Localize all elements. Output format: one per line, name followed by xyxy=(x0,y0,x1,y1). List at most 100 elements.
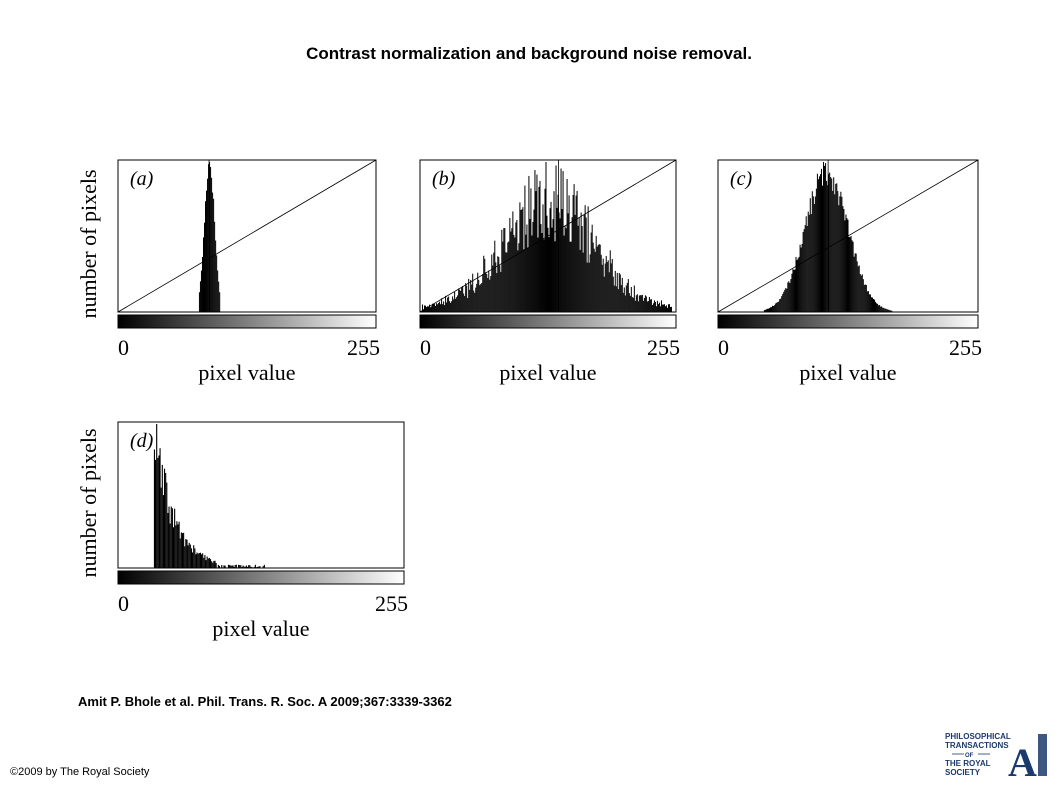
histogram-bar xyxy=(465,283,467,312)
histogram-bar xyxy=(891,310,893,312)
histogram-bar xyxy=(258,566,260,568)
histogram-bar xyxy=(499,265,501,312)
histogram-bar xyxy=(206,190,208,312)
histogram-bar xyxy=(531,235,533,312)
histogram-bar xyxy=(768,308,770,312)
histogram-bar xyxy=(559,218,561,312)
histogram-bar xyxy=(643,297,645,312)
histogram-bar xyxy=(637,301,639,312)
histogram-bar xyxy=(203,557,205,568)
histogram-bar xyxy=(244,566,246,568)
histogram-bar xyxy=(601,264,603,312)
histogram-bar xyxy=(459,289,461,312)
histogram-bar xyxy=(782,293,784,312)
histogram-bar xyxy=(231,565,233,568)
histogram-bar xyxy=(855,253,857,312)
histogram-bar xyxy=(533,209,535,312)
histogram-bar xyxy=(810,214,812,312)
histogram-bar xyxy=(561,209,563,312)
histogram-bar xyxy=(483,255,485,312)
histogram-bar xyxy=(591,224,593,312)
histogram-bar xyxy=(790,279,792,312)
histogram-bar xyxy=(229,565,231,568)
histogram-bar xyxy=(772,305,774,312)
histogram-bar xyxy=(513,234,515,312)
histogram-bar xyxy=(225,567,227,568)
histogram-bar xyxy=(213,560,215,568)
histogram-bar xyxy=(851,240,853,312)
histogram-bar xyxy=(449,301,451,312)
histogram-bar xyxy=(865,284,867,312)
histogram-bar xyxy=(170,506,172,568)
histogram-bar xyxy=(612,276,614,312)
histogram-bar xyxy=(599,244,601,312)
histogram-bar xyxy=(172,527,175,568)
tick-label: 0 xyxy=(718,335,729,360)
histogram-bar xyxy=(167,512,169,568)
histogram-bar xyxy=(206,556,208,568)
histogram-bar xyxy=(517,250,519,312)
histogram-bar xyxy=(212,562,214,568)
histogram-bar xyxy=(596,246,598,312)
grayscale-bar xyxy=(419,314,677,329)
histogram-bar xyxy=(828,174,830,312)
histogram-bar xyxy=(839,196,841,312)
histogram-bar xyxy=(211,561,213,568)
histogram-bar xyxy=(867,291,869,312)
histogram-bar xyxy=(166,482,168,568)
tick-label: 0 xyxy=(420,335,431,360)
histogram-bar xyxy=(852,241,854,312)
histogram-bar xyxy=(161,464,163,568)
histogram-bar xyxy=(198,292,200,312)
histogram-bar xyxy=(610,263,612,312)
panel-label: (a) xyxy=(130,168,154,190)
histogram-bar xyxy=(798,256,800,312)
histogram-bar xyxy=(227,564,230,568)
histogram-bar xyxy=(844,220,846,312)
histogram-bar xyxy=(811,191,813,312)
histogram-bar xyxy=(236,567,239,568)
histogram-bar xyxy=(458,288,460,312)
histogram-bar xyxy=(870,297,872,312)
histogram-bar xyxy=(653,300,655,312)
histogram-bar xyxy=(222,567,224,568)
histogram-bar xyxy=(863,284,865,312)
logo-line-5: SOCIETY xyxy=(945,768,981,777)
histogram-bar xyxy=(878,305,880,312)
histogram-bar xyxy=(220,567,222,568)
histogram-bar xyxy=(663,304,665,312)
histogram-bar xyxy=(812,196,814,312)
histogram-bar xyxy=(605,255,607,312)
histogram-bar xyxy=(212,192,214,312)
histogram-bar xyxy=(862,279,864,312)
histogram-bar xyxy=(500,271,502,312)
histogram-bar xyxy=(235,564,237,568)
histogram-bar xyxy=(633,285,635,312)
histogram-bar xyxy=(208,557,210,568)
histogram-bar xyxy=(817,179,819,312)
histogram-bar xyxy=(180,532,182,568)
histogram-bar xyxy=(579,249,581,312)
histogram-bar xyxy=(823,162,825,312)
panel-label: (c) xyxy=(730,168,753,190)
histogram-bar xyxy=(869,294,871,312)
histogram-bar xyxy=(651,305,653,312)
histogram-bar xyxy=(202,553,204,568)
histogram-bar xyxy=(491,254,493,312)
histogram-bar xyxy=(470,279,472,312)
y-axis-label: number of pixels xyxy=(76,428,101,577)
histogram-bar xyxy=(444,305,446,312)
histogram-bar xyxy=(776,302,778,312)
histogram-bar xyxy=(813,203,815,312)
histogram-bar xyxy=(539,180,541,312)
histogram-bar xyxy=(481,283,483,312)
histogram-bar xyxy=(216,255,218,312)
histogram-bar xyxy=(777,302,779,312)
logo-line-4: THE ROYAL xyxy=(945,759,991,768)
histogram-bar xyxy=(434,304,436,312)
histogram-bar xyxy=(822,185,824,312)
histogram-bar xyxy=(181,533,184,568)
histogram-bar xyxy=(818,176,820,312)
histogram-bar xyxy=(512,211,514,312)
histogram-bar xyxy=(568,195,570,312)
